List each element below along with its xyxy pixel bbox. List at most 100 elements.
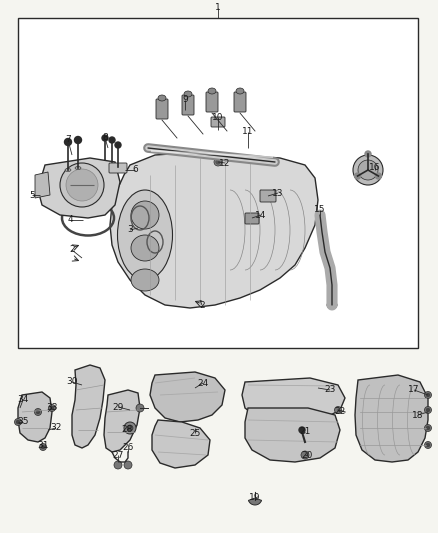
Circle shape: [424, 407, 431, 414]
Circle shape: [124, 461, 132, 469]
Text: 23: 23: [324, 385, 336, 394]
Text: 35: 35: [17, 417, 29, 426]
Text: 13: 13: [272, 189, 284, 198]
Ellipse shape: [65, 168, 71, 172]
Text: 28: 28: [121, 425, 133, 434]
Text: 14: 14: [255, 211, 267, 220]
Bar: [18, 18, 418, 348]
Circle shape: [427, 426, 430, 430]
Polygon shape: [72, 365, 105, 448]
Text: 25: 25: [189, 429, 201, 438]
Polygon shape: [110, 152, 318, 308]
FancyBboxPatch shape: [109, 163, 127, 173]
Circle shape: [35, 408, 42, 416]
Ellipse shape: [131, 201, 159, 229]
Circle shape: [50, 407, 53, 409]
Text: 7: 7: [65, 135, 71, 144]
Text: 18: 18: [412, 410, 424, 419]
Text: 3: 3: [127, 225, 133, 235]
Circle shape: [216, 160, 220, 164]
Polygon shape: [355, 375, 428, 462]
Text: 9: 9: [182, 95, 188, 104]
Polygon shape: [38, 158, 120, 218]
Circle shape: [74, 136, 81, 143]
Circle shape: [365, 151, 371, 157]
Circle shape: [42, 446, 45, 448]
Text: 32: 32: [50, 424, 62, 432]
Text: 5: 5: [29, 190, 35, 199]
Circle shape: [36, 410, 39, 414]
Circle shape: [39, 443, 46, 450]
Text: 27: 27: [112, 450, 124, 459]
Polygon shape: [150, 372, 225, 422]
Ellipse shape: [158, 95, 166, 101]
Circle shape: [136, 404, 144, 412]
Ellipse shape: [131, 235, 159, 261]
Ellipse shape: [184, 91, 192, 97]
FancyBboxPatch shape: [234, 92, 246, 112]
Circle shape: [60, 163, 104, 207]
Text: 19: 19: [249, 494, 261, 503]
FancyBboxPatch shape: [211, 117, 225, 127]
Text: 2: 2: [69, 246, 75, 254]
Circle shape: [427, 393, 430, 397]
Circle shape: [102, 135, 108, 141]
Circle shape: [353, 155, 383, 185]
Text: 4: 4: [67, 215, 73, 224]
Ellipse shape: [131, 269, 159, 291]
Circle shape: [299, 427, 305, 433]
Circle shape: [127, 425, 133, 431]
Text: 16: 16: [369, 163, 381, 172]
Circle shape: [301, 451, 309, 459]
Polygon shape: [18, 392, 52, 442]
Text: 15: 15: [314, 206, 326, 214]
Circle shape: [114, 461, 122, 469]
Ellipse shape: [75, 166, 81, 169]
Text: 22: 22: [334, 408, 346, 416]
Text: 29: 29: [112, 402, 124, 411]
Text: 6: 6: [132, 166, 138, 174]
Text: 21: 21: [299, 427, 311, 437]
Text: 24: 24: [198, 378, 208, 387]
Text: 11: 11: [242, 127, 254, 136]
Circle shape: [124, 422, 136, 434]
Text: 12: 12: [219, 158, 231, 167]
Circle shape: [424, 424, 431, 432]
Text: 17: 17: [408, 385, 420, 394]
Circle shape: [427, 443, 430, 447]
Circle shape: [14, 418, 21, 425]
Circle shape: [355, 173, 360, 179]
Text: 30: 30: [66, 377, 78, 386]
Circle shape: [424, 392, 431, 399]
Ellipse shape: [327, 301, 337, 309]
Circle shape: [358, 160, 378, 180]
Circle shape: [115, 142, 121, 148]
FancyBboxPatch shape: [156, 99, 168, 119]
Polygon shape: [152, 420, 210, 468]
Circle shape: [66, 169, 98, 201]
FancyBboxPatch shape: [182, 95, 194, 115]
FancyBboxPatch shape: [245, 213, 259, 224]
Circle shape: [335, 407, 342, 414]
Text: 10: 10: [212, 114, 224, 123]
Text: 34: 34: [18, 395, 28, 405]
FancyBboxPatch shape: [206, 92, 218, 112]
Polygon shape: [242, 378, 345, 422]
Circle shape: [214, 158, 222, 166]
Polygon shape: [245, 408, 340, 462]
Text: 31: 31: [37, 441, 49, 450]
Circle shape: [49, 405, 56, 411]
Circle shape: [17, 421, 20, 424]
Circle shape: [375, 173, 381, 179]
Text: 26: 26: [122, 443, 134, 453]
Circle shape: [427, 408, 430, 411]
Wedge shape: [248, 498, 261, 505]
Polygon shape: [35, 172, 50, 198]
Circle shape: [424, 441, 431, 448]
Text: 1: 1: [215, 4, 221, 12]
Circle shape: [64, 139, 71, 146]
FancyBboxPatch shape: [260, 190, 276, 202]
Text: 20: 20: [301, 450, 313, 459]
Polygon shape: [104, 390, 140, 452]
Ellipse shape: [208, 88, 216, 94]
